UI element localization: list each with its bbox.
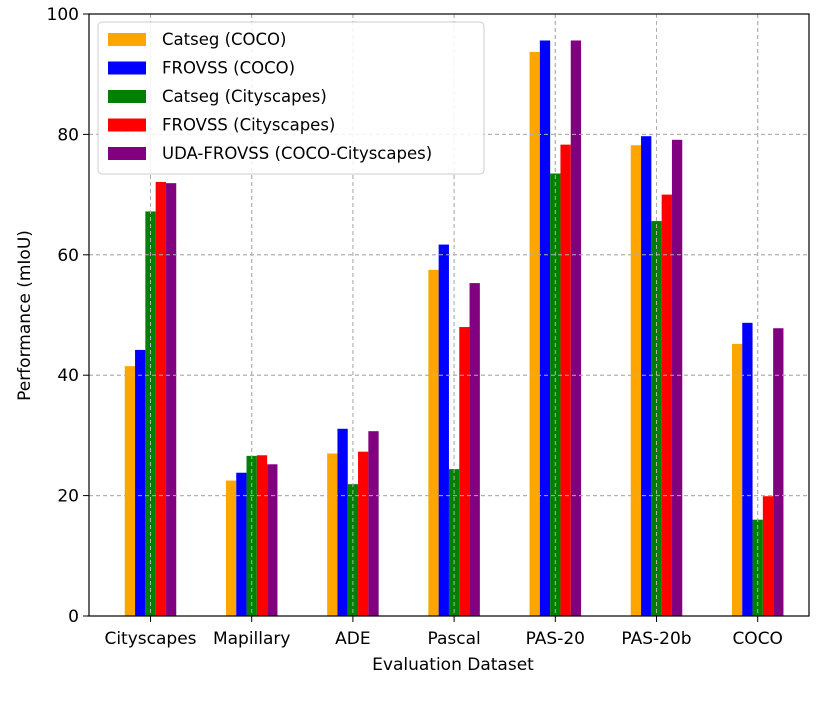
bar [256,455,268,616]
bar [368,431,379,616]
x-axis-title: Evaluation Dataset [372,655,534,675]
bar [731,343,743,616]
legend-label: Catseg (COCO) [162,30,286,49]
x-tick-label: Pascal [427,629,480,649]
bar [428,269,439,616]
legend-swatch [108,147,146,160]
legend: Catseg (COCO) FROVSS (COCO) Catseg (Citysc… [97,21,485,175]
y-tick-label: 100 [47,5,79,25]
x-tick-label: Cityscapes [104,629,196,649]
y-axis-title: Performance (mIoU) [15,230,35,401]
x-tick-label: PAS-20b [621,629,691,649]
legend-label: Catseg (Cityscapes) [162,87,327,106]
y-tick-label: 80 [57,125,79,145]
bar [560,144,571,616]
bar [124,366,136,616]
bar [641,136,652,616]
y-tick-label: 0 [68,607,79,627]
bar [529,51,540,616]
bar [267,464,278,616]
bar [438,244,449,617]
bar [225,480,237,616]
legend-label: FROVSS (Cityscapes) [162,116,335,135]
legend-label: FROVSS (COCO) [162,59,295,78]
bar [742,322,753,616]
bar [671,139,683,616]
bar [155,181,166,616]
bar [236,472,247,616]
bar [661,194,672,616]
bars [89,13,809,617]
bar [327,453,338,616]
x-tick-label: Mapillary [213,629,291,649]
bar [358,451,369,616]
legend-swatch [108,33,146,46]
bar [570,40,582,617]
bar [762,496,774,616]
bar [165,183,177,617]
bar [773,328,784,616]
x-tick-label: COCO [732,629,783,649]
bar [337,428,348,616]
bar [651,221,662,616]
legend-swatch [108,118,146,132]
axis-ticks: 0 20 40 60 80 100 Cityscapes Mapillary ADE Pascal… [47,5,783,649]
bar [347,484,359,616]
plot-frame [88,13,810,617]
bar [135,349,146,616]
y-tick-label: 40 [57,366,79,386]
legend-swatch [108,61,146,75]
legend-box [97,21,485,175]
bar [459,327,470,616]
bar [630,145,642,616]
legend-swatch [108,90,146,103]
legend-label: UDA-FROVSS (COCO-Cityscapes) [162,144,432,163]
plot-border [88,13,810,617]
x-tick-label: PAS-20 [526,629,585,649]
bar [539,40,551,617]
x-tick-label: ADE [335,629,370,649]
y-tick-label: 20 [57,487,79,507]
y-tick-label: 60 [57,246,79,266]
bar [469,283,480,616]
